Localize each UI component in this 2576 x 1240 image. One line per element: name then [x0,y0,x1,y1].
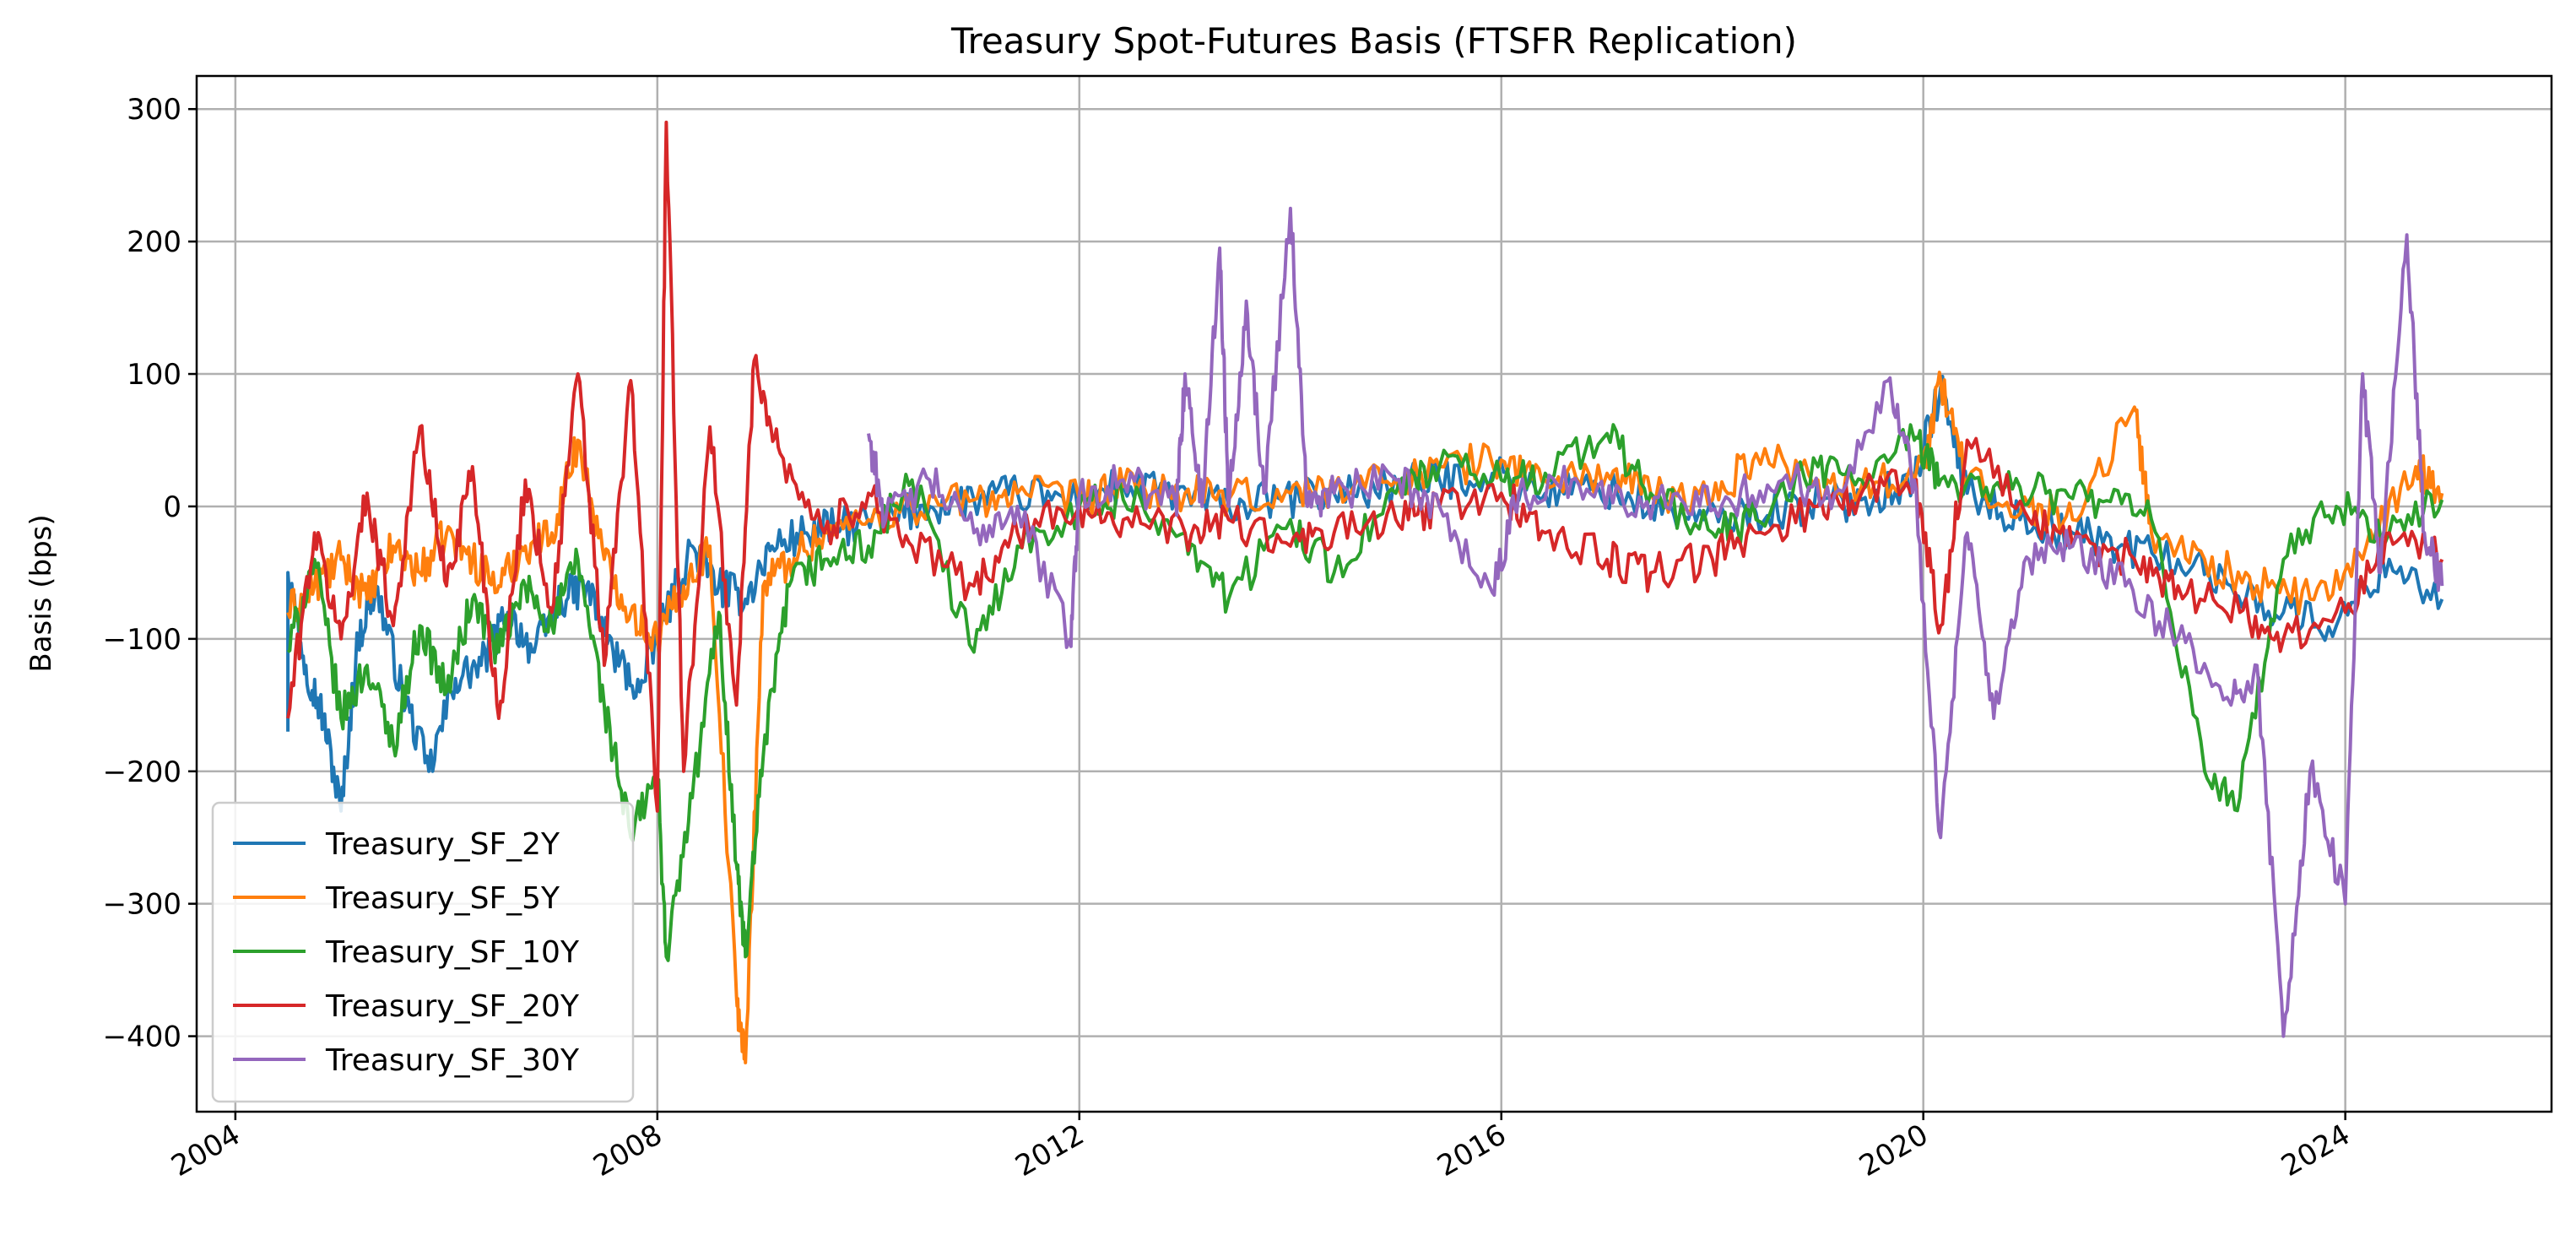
legend-label: Treasury_SF_30Y [325,1043,580,1078]
y-tick-label: −400 [103,1021,181,1054]
y-tick-label: 200 [127,225,181,259]
series-line-treasury-sf-30y [867,206,2444,1038]
legend: Treasury_SF_2Y Treasury_SF_5Y Treasury_SF_… [211,801,635,1103]
legend-label: Treasury_SF_20Y [325,989,580,1024]
series-line-treasury-sf-20y [286,120,2444,813]
y-tick-label: 300 [127,93,181,127]
legend-label: Treasury_SF_2Y [325,827,560,862]
y-tick-label: 100 [127,358,181,392]
y-tick-label: −300 [103,888,181,922]
y-tick-label: −200 [103,755,181,789]
legend-box [211,801,635,1103]
legend-label: Treasury_SF_5Y [325,881,560,916]
y-axis-label: Basis (bps) [24,514,58,672]
series-line-treasury-sf-5y [286,371,2444,1064]
legend-label: Treasury_SF_10Y [325,935,580,970]
y-tick-label: −100 [103,623,181,657]
y-tick-label: 0 [163,490,181,524]
series-lines [286,120,2444,1064]
plot-frame [195,74,2553,1113]
chart-title: Treasury Spot-Futures Basis (FTSFR Repli… [950,20,1797,62]
grid-lines [197,76,2552,1112]
